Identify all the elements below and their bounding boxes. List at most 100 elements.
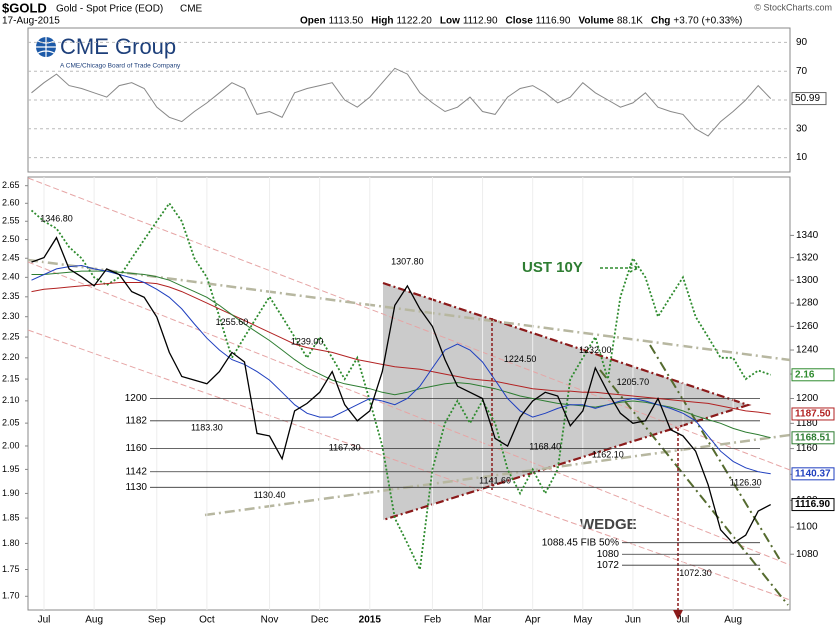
pivot-label: 1307.80 xyxy=(391,257,424,267)
x-tick-label: Jun xyxy=(625,615,641,626)
field-label: Low xyxy=(440,16,460,27)
y2-tick-label: 2.15 xyxy=(2,373,20,383)
instrument-name: Gold - Spot Price (EOD) xyxy=(56,4,163,15)
pivot-label: 1255.60 xyxy=(216,317,249,327)
support-line xyxy=(204,433,791,517)
y-tick-label: 1180 xyxy=(796,418,818,429)
y-tick-label: 1320 xyxy=(796,252,819,263)
logo-name: CME Group xyxy=(60,34,176,59)
y2-tick-label: 2.30 xyxy=(2,311,20,321)
rsi-line xyxy=(31,67,772,137)
level-label: 1072 xyxy=(597,560,620,571)
y-tick-label: 1080 xyxy=(796,549,819,560)
level-label: 1080 xyxy=(597,549,620,560)
field-value: 1122.20 xyxy=(396,16,432,27)
x-tick-label: May xyxy=(573,615,592,626)
y2-tick-label: 2.50 xyxy=(2,234,20,244)
x-tick-label: Aug xyxy=(85,615,103,626)
level-label: 1182 xyxy=(125,415,147,426)
x-tick-label: Oct xyxy=(199,615,215,626)
wedge-label: WEDGE xyxy=(580,516,637,533)
pivot-label: 1126.30 xyxy=(730,478,762,488)
x-tick-label: Feb xyxy=(424,615,442,626)
y2-tick-label: 2.05 xyxy=(2,418,20,428)
triangle xyxy=(383,283,748,520)
field-label: Open xyxy=(300,16,326,27)
level-label: 1160 xyxy=(125,443,147,454)
pivot-label: 1167.30 xyxy=(329,443,361,453)
y-tick-label: 1240 xyxy=(796,345,819,356)
x-tick-label: 2015 xyxy=(359,615,382,626)
channel-line xyxy=(27,177,791,471)
x-tick-label: Apr xyxy=(525,615,541,626)
pivot-label: 1239.00 xyxy=(291,337,324,347)
y-tick-label: 1260 xyxy=(796,321,819,332)
y-tick-label: 1160 xyxy=(796,443,818,454)
level-label: 1200 xyxy=(125,393,148,404)
field-label: Volume xyxy=(578,16,614,27)
y2-tick-label: 2.25 xyxy=(2,331,20,341)
y-tick-label: 1200 xyxy=(796,393,819,404)
pivot-label: 1224.50 xyxy=(504,354,537,364)
field-value: 1113.50 xyxy=(329,16,364,27)
value-tag-label: 1140.37 xyxy=(795,468,831,479)
value-tag-label: 2.16 xyxy=(795,369,815,380)
x-tick-label: Sep xyxy=(148,615,166,626)
value-tag xyxy=(791,368,835,382)
value-tag xyxy=(791,498,835,512)
rsi-tick-label: 90 xyxy=(796,37,808,48)
y2-tick-label: 2.60 xyxy=(2,198,20,208)
y2-tick-label: 1.95 xyxy=(2,464,20,474)
symbol: $GOLD xyxy=(2,0,47,15)
x-tick-label: Jul xyxy=(677,615,690,626)
date: 17-Aug-2015 xyxy=(2,16,60,27)
value-tag-label: 1187.50 xyxy=(795,409,831,420)
x-tick-label: Aug xyxy=(724,615,742,626)
y2-tick-label: 1.75 xyxy=(2,564,20,574)
x-tick-label: Nov xyxy=(261,615,279,626)
rsi-tick-label: 10 xyxy=(796,152,808,163)
pivot-label: 1168.40 xyxy=(529,441,561,451)
y2-tick-label: 2.00 xyxy=(2,440,20,450)
y2-tick-label: 2.20 xyxy=(2,352,20,362)
series-line xyxy=(31,282,771,415)
series-line xyxy=(31,270,771,439)
field-value: 88.1K xyxy=(617,16,643,27)
series-line xyxy=(30,201,771,573)
field-label: High xyxy=(371,16,393,27)
y2-tick-label: 2.65 xyxy=(2,180,20,190)
field-label: Close xyxy=(506,16,534,27)
exchange: CME xyxy=(180,4,203,15)
field-value: 1116.90 xyxy=(536,16,571,27)
y2-tick-label: 2.45 xyxy=(2,253,20,263)
field-label: Chg xyxy=(651,16,670,27)
y2-tick-label: 2.55 xyxy=(2,216,20,226)
logo: CME Group A CME/Chicago Board of Trade C… xyxy=(36,34,181,70)
value-tag-label: 1116.90 xyxy=(795,499,830,510)
level-label: 1130 xyxy=(125,482,147,493)
level-label: 1142 xyxy=(125,466,147,477)
wedge-line xyxy=(649,344,781,561)
pivot-label: 1072.30 xyxy=(679,568,712,578)
value-tag xyxy=(791,467,835,481)
x-tick-label: Jul xyxy=(38,615,51,626)
y-tick-label: 1100 xyxy=(796,522,818,533)
y2-tick-label: 1.80 xyxy=(2,538,20,548)
field-value: +3.70 (+0.33%) xyxy=(673,16,742,27)
channel-line xyxy=(27,261,791,566)
field-value: 1112.90 xyxy=(463,16,498,27)
logo-lines xyxy=(36,37,56,57)
ust-label: UST 10Y xyxy=(522,259,583,276)
pivot-label: 1183.30 xyxy=(191,423,223,433)
rsi-tick-label: 30 xyxy=(796,123,808,134)
credit: © StockCharts.com xyxy=(754,2,832,12)
y2-tick-label: 2.40 xyxy=(2,272,20,282)
y2-tick-label: 2.10 xyxy=(2,395,20,405)
series-line xyxy=(31,264,771,475)
series-line xyxy=(31,236,771,545)
trend-lines xyxy=(27,177,791,620)
y-tick-label: 1280 xyxy=(796,298,819,309)
rsi-tick-label: 70 xyxy=(796,66,808,77)
